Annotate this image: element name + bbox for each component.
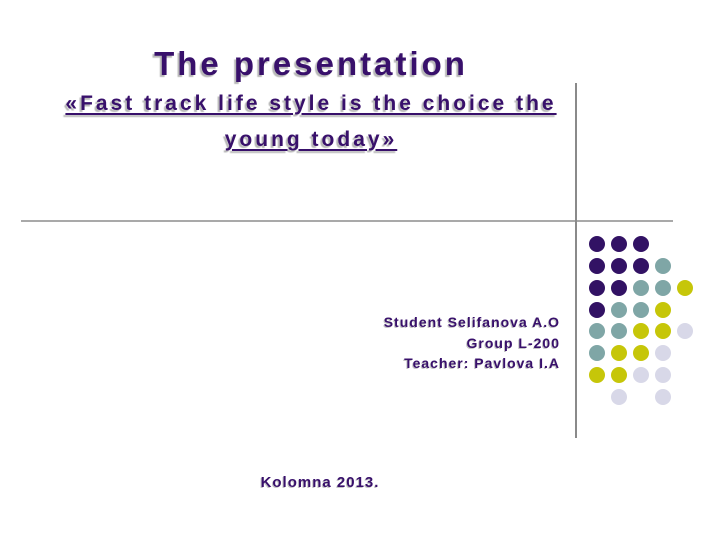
decor-dot: [655, 345, 671, 362]
decor-dot: [611, 301, 627, 318]
decor-dot: [633, 257, 649, 274]
decor-dot: [677, 279, 693, 296]
vertical-divider-line: [575, 83, 577, 438]
credits-block: Student Selifanova A.O Group L-200 Teach…: [260, 312, 560, 374]
slide-subtitle-line-2: young today»: [224, 128, 398, 151]
credit-teacher: Teacher: Pavlova I.A: [404, 355, 560, 371]
decor-dot: [633, 236, 649, 252]
decorative-dot-grid: [589, 236, 709, 406]
decor-dot: [589, 367, 605, 384]
decor-dot: [677, 323, 693, 340]
decor-dot: [655, 279, 671, 296]
decor-dot: [655, 323, 671, 340]
decor-dot: [655, 367, 671, 384]
decor-dot: [611, 236, 627, 252]
slide-subtitle-line-1: «Fast track life style is the choice the: [65, 92, 557, 115]
credit-group: Group L-200: [466, 334, 560, 351]
decor-dot: [611, 345, 627, 362]
slide-subtitle: «Fast track life style is the choice the…: [11, 86, 611, 158]
decor-dot: [655, 301, 671, 318]
decor-dot: [655, 389, 671, 406]
credit-student: Student Selifanova A.O: [383, 314, 560, 330]
slide-title: The presentation: [154, 45, 468, 82]
decor-dot: [611, 323, 627, 340]
decor-dot: [589, 345, 605, 362]
decor-dot: [589, 323, 605, 340]
decor-dot: [589, 301, 605, 318]
decor-dot: [633, 367, 649, 384]
slide-footer-location-year: Kolomna 2013.: [260, 474, 380, 491]
horizontal-divider-line: [21, 220, 673, 222]
decor-dot: [611, 279, 627, 296]
decor-dot: [589, 257, 605, 274]
decor-dot: [633, 279, 649, 296]
decor-dot: [611, 367, 627, 384]
decor-dot: [633, 301, 649, 318]
decor-dot: [611, 389, 627, 406]
decor-dot: [633, 345, 649, 362]
decor-dot: [589, 279, 605, 296]
decor-dot: [655, 257, 671, 274]
decor-dot: [633, 323, 649, 340]
decor-dot: [611, 257, 627, 274]
decor-dot: [589, 236, 605, 252]
